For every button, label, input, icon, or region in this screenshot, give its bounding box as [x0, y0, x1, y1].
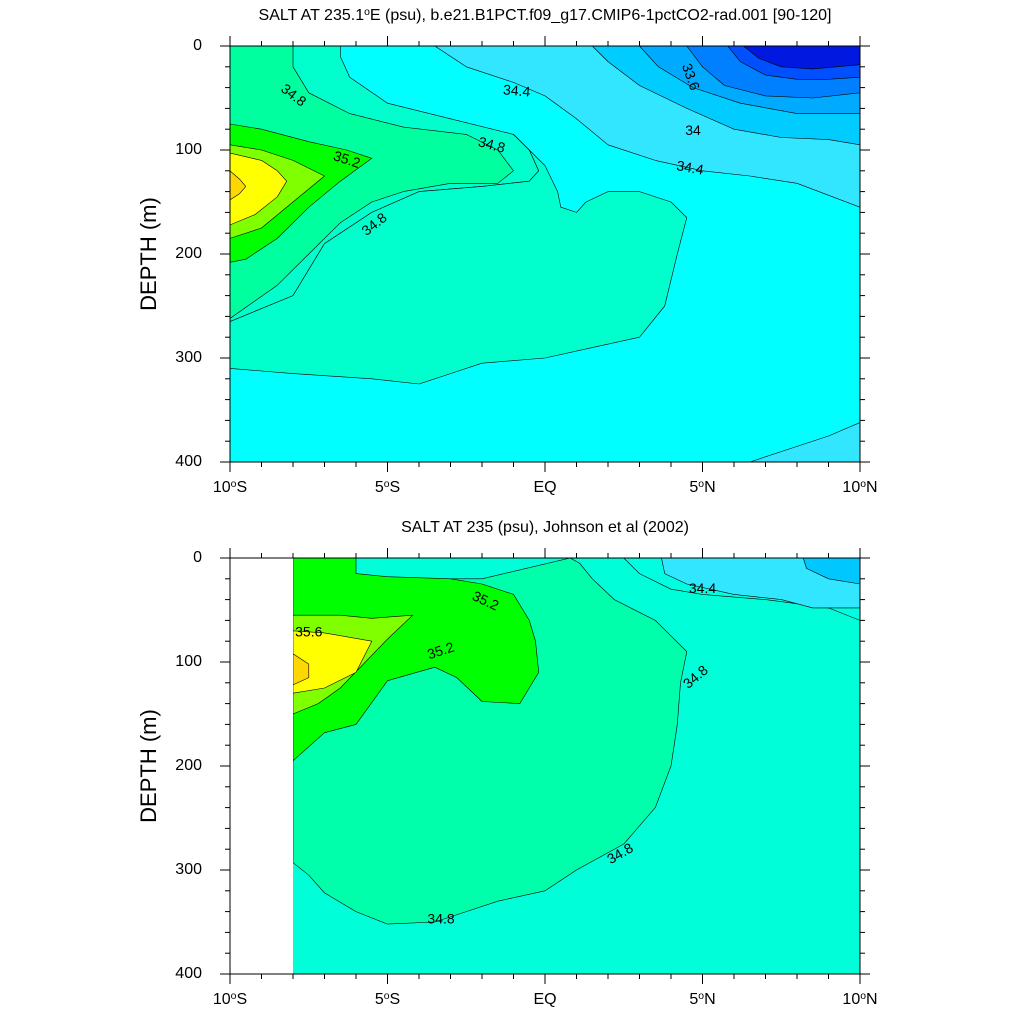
- y-tick-label: 300: [175, 349, 202, 366]
- y-axis-label: DEPTH (m): [136, 709, 161, 823]
- contour-label: 35.6: [295, 624, 322, 640]
- x-tick-label: 10oN: [842, 479, 877, 497]
- x-tick-label: 10oN: [842, 991, 877, 1009]
- contour-label: 34: [685, 122, 701, 138]
- contour-label: 34.4: [689, 580, 716, 596]
- chart-title: SALT AT 235 (psu), Johnson et al (2002): [401, 519, 689, 536]
- chart-title: SALT AT 235.1oE (psu), b.e21.B1PCT.f09_g…: [259, 7, 832, 25]
- x-tick-label: 5oN: [689, 479, 715, 497]
- y-tick-label: 400: [175, 453, 202, 470]
- contour-field: 35.2 34.435.635.234.834.834.8: [230, 558, 860, 974]
- x-tick-label: EQ: [533, 991, 556, 1008]
- contour-region-34-8: [230, 46, 514, 319]
- x-tick-label: 5oN: [689, 991, 715, 1009]
- contour-label: 34.8: [477, 133, 508, 156]
- contour-region-35-4: [230, 152, 288, 226]
- y-tick-label: 200: [175, 245, 202, 262]
- contour-region-35-6: [230, 170, 247, 201]
- y-tick-label: 0: [193, 37, 202, 54]
- x-tick-label: 10oS: [213, 479, 247, 497]
- contour-region-34-2: [802, 558, 860, 585]
- missing-data-mask: [230, 558, 293, 974]
- x-tick-label: 5oS: [375, 991, 400, 1009]
- contour-region-34-4: [749, 422, 860, 462]
- x-tick-label: EQ: [533, 479, 556, 496]
- contour-label: 34.4: [675, 157, 705, 178]
- y-tick-label: 400: [175, 965, 202, 982]
- y-axis-label: DEPTH (m): [136, 197, 161, 311]
- y-tick-label: 300: [175, 861, 202, 878]
- y-tick-label: 200: [175, 757, 202, 774]
- y-tick-label: 100: [175, 653, 202, 670]
- contour-label: 34.8: [427, 911, 454, 927]
- contour-region-34-6: [230, 134, 688, 385]
- contour-region-33-4: [743, 46, 860, 70]
- x-tick-label: 5oS: [375, 479, 400, 497]
- contour-label: 34.4: [502, 81, 531, 99]
- contour-region-35: [292, 558, 540, 762]
- x-tick-label: 10oS: [213, 991, 247, 1009]
- y-tick-label: 0: [193, 549, 202, 566]
- y-tick-label: 100: [175, 141, 202, 158]
